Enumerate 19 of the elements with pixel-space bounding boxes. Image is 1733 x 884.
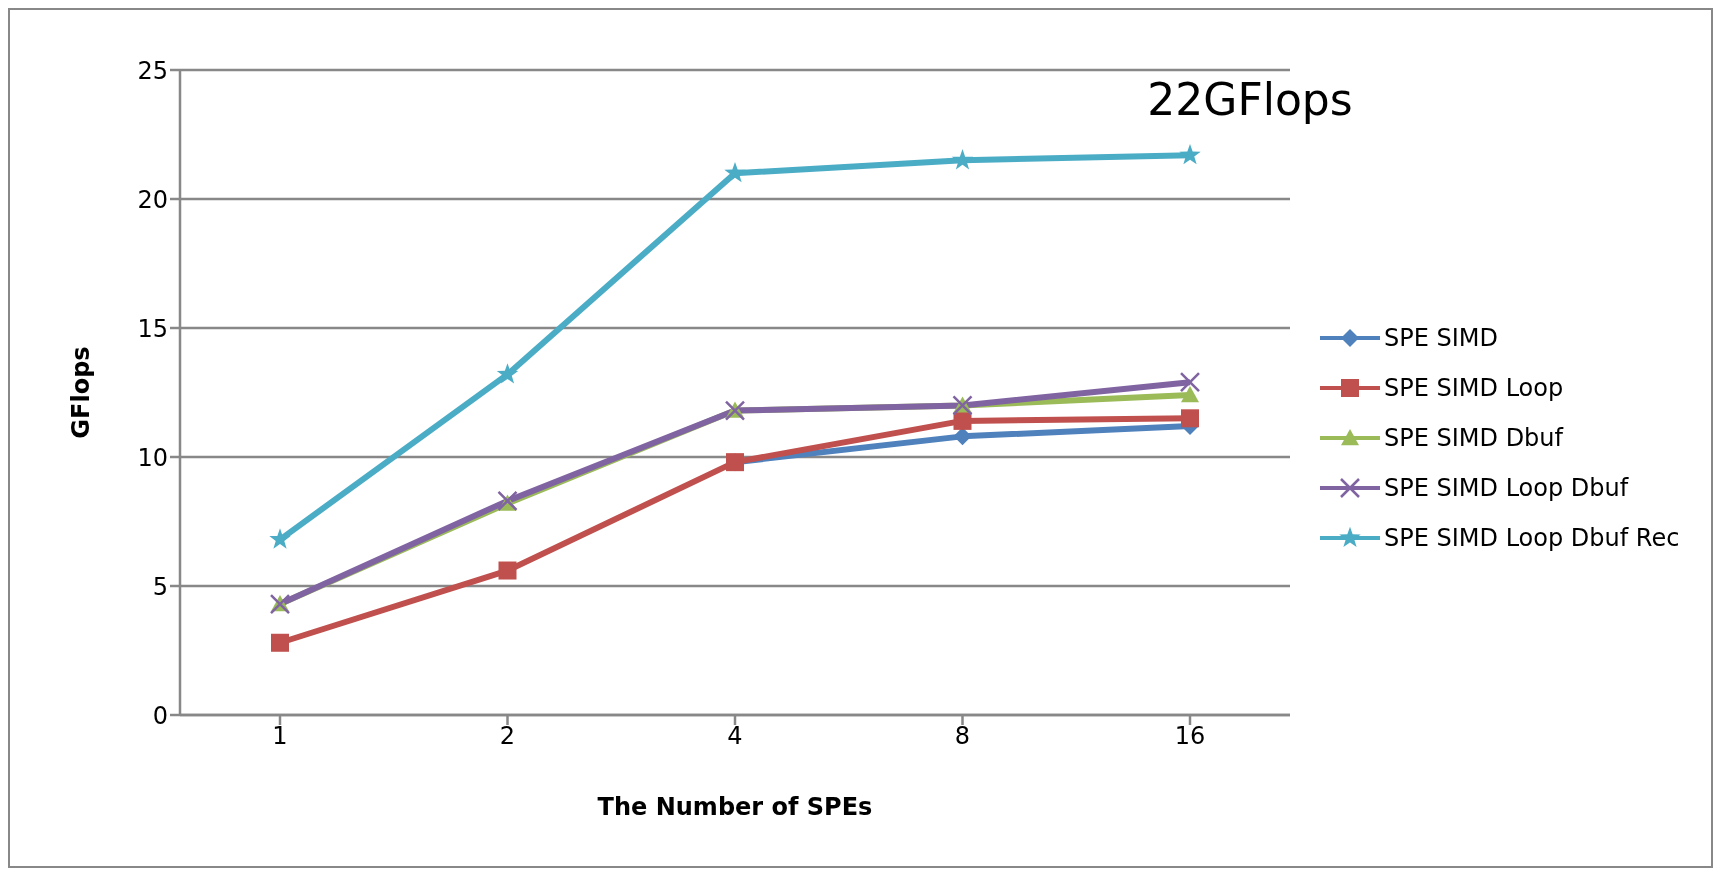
x-tick-label: 16 — [1174, 722, 1206, 751]
y-axis-title: GFlops — [66, 346, 95, 439]
y-tick-label: 10 — [137, 443, 168, 472]
x-tick-label: 1 — [272, 722, 288, 751]
x-axis-title: The Number of SPEs — [597, 793, 873, 821]
y-tick-label: 20 — [137, 185, 168, 214]
y-tick-label: 25 — [137, 56, 168, 85]
x-tick-label: 8 — [954, 722, 971, 751]
legend-label: SPE SIMD Loop Dbuf — [1384, 473, 1629, 502]
legend-label: SPE SIMD Dbuf — [1384, 423, 1564, 452]
y-tick-label: 0 — [152, 701, 168, 730]
legend-label: SPE SIMD — [1384, 323, 1498, 352]
x-tick-label: 4 — [727, 722, 743, 751]
y-tick-label: 15 — [137, 314, 168, 343]
legend-label: SPE SIMD Loop Dbuf Rec — [1384, 523, 1680, 552]
y-tick-label: 5 — [152, 572, 168, 601]
legend-label: SPE SIMD Loop — [1384, 373, 1564, 402]
x-tick-label: 2 — [499, 722, 516, 751]
annotation: 22GFlops — [1147, 74, 1353, 126]
